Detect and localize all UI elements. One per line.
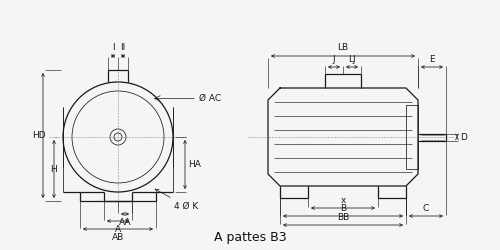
Text: BB: BB [337, 213, 349, 222]
Text: A pattes B3: A pattes B3 [214, 230, 286, 243]
Text: LB: LB [338, 43, 348, 52]
Text: HD: HD [32, 131, 46, 140]
Text: II: II [120, 43, 126, 52]
Text: I: I [112, 43, 114, 52]
Text: E: E [429, 55, 435, 64]
Text: D: D [460, 132, 467, 141]
Text: H: H [50, 164, 57, 173]
Bar [406, 105, 418, 169]
Text: HA: HA [188, 160, 201, 169]
Text: x: x [340, 196, 345, 205]
Text: AA: AA [119, 218, 131, 227]
Text: AB: AB [112, 233, 124, 242]
Text: C: C [423, 204, 429, 213]
Text: 4 Ø K: 4 Ø K [155, 189, 198, 210]
Text: A: A [115, 225, 121, 234]
Text: B: B [340, 204, 346, 213]
Text: J: J [332, 55, 336, 64]
Text: Ø AC: Ø AC [199, 94, 221, 103]
Text: LJ: LJ [348, 55, 356, 64]
